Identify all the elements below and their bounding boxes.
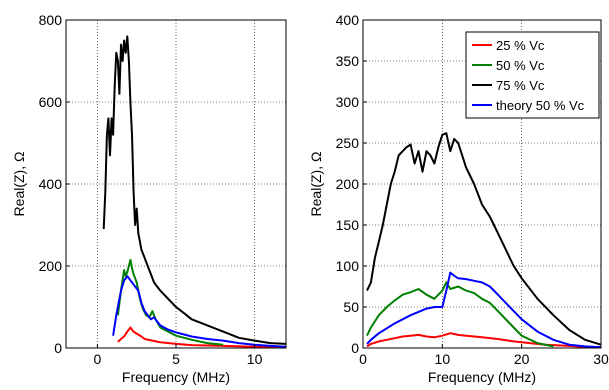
x-tick-label: 10: [435, 351, 451, 367]
chart-left-series-line-2: [102, 35, 287, 345]
y-tick-label: 50: [343, 299, 359, 315]
y-tick-label: 350: [336, 53, 360, 69]
legend-label: 50 % Vc: [496, 58, 545, 73]
y-tick-label: 800: [39, 12, 63, 28]
chart-left: 0 5 10 0 200 400 600 800 Frequency (MHz) Real(Z…: [11, 12, 287, 385]
chart-left-series-line-3: [112, 275, 287, 348]
chart-right-legend: 25 % Vc 50 % Vc 75 % Vc theory 50 % Vc: [465, 31, 600, 119]
x-tick-label: 5: [172, 351, 180, 367]
y-tick-label: 0: [351, 340, 359, 356]
y-tick-label: 200: [39, 258, 63, 274]
chart-left-grid: [66, 19, 286, 349]
y-tick-label: 400: [39, 176, 63, 192]
chart-right-series-line-0: [366, 332, 601, 349]
x-tick-label: 10: [247, 351, 263, 367]
legend-label: 75 % Vc: [496, 78, 545, 93]
x-tick-label: 0: [94, 351, 102, 367]
chart-right-y-axis-label: Real(Z), Ω: [308, 152, 324, 217]
x-tick-label: 30: [593, 351, 609, 367]
chart-left-series-line-0: [117, 326, 287, 349]
y-tick-label: 150: [336, 217, 360, 233]
chart-left-y-axis-label: Real(Z), Ω: [11, 152, 27, 217]
y-tick-label: 0: [54, 340, 62, 356]
legend-items: 25 % Vc 50 % Vc 75 % Vc theory 50 % Vc: [472, 38, 585, 113]
legend-label: 25 % Vc: [496, 38, 545, 53]
y-tick-label: 300: [336, 94, 360, 110]
y-tick-label: 400: [336, 12, 360, 28]
chart-left-series: [102, 35, 287, 349]
y-tick-label: 250: [336, 135, 360, 151]
x-tick-label: 0: [359, 351, 367, 367]
legend-label: theory 50 % Vc: [496, 98, 585, 113]
y-tick-label: 600: [39, 94, 63, 110]
chart-right-series-line-2: [366, 132, 602, 346]
chart-right-x-axis-label: Frequency (MHz): [428, 369, 536, 385]
chart-right-series: [366, 132, 602, 349]
legend-box: [465, 31, 600, 119]
chart-right-series-line-1: [366, 281, 554, 348]
x-tick-label: 20: [514, 351, 530, 367]
chart-right-series-line-3: [366, 271, 602, 349]
chart-left-x-axis-label: Frequency (MHz): [122, 369, 230, 385]
chart-left-ticks: 0 5 10 0 200 400 600 800: [39, 12, 263, 367]
y-tick-label: 100: [336, 258, 360, 274]
y-tick-label: 200: [336, 176, 360, 192]
